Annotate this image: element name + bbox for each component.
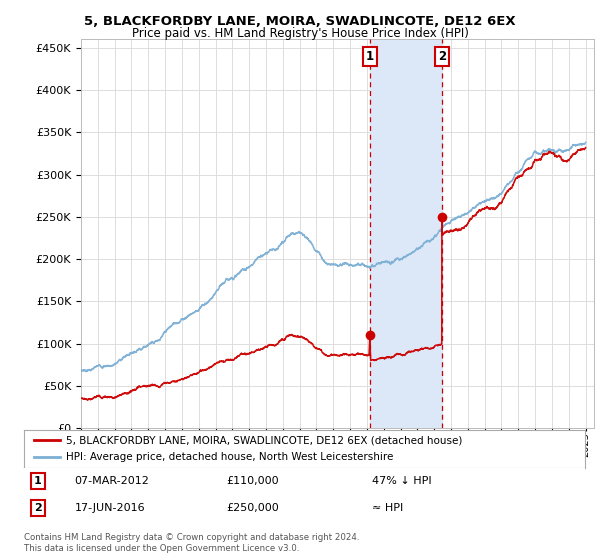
Text: HPI: Average price, detached house, North West Leicestershire: HPI: Average price, detached house, Nort… <box>66 452 394 463</box>
Text: Price paid vs. HM Land Registry's House Price Index (HPI): Price paid vs. HM Land Registry's House … <box>131 27 469 40</box>
Text: 2: 2 <box>34 503 42 514</box>
Text: 47% ↓ HPI: 47% ↓ HPI <box>372 476 431 486</box>
Text: £110,000: £110,000 <box>226 476 278 486</box>
Text: £250,000: £250,000 <box>226 503 279 514</box>
Text: Contains HM Land Registry data © Crown copyright and database right 2024.
This d: Contains HM Land Registry data © Crown c… <box>24 533 359 553</box>
Bar <box>370 39 442 428</box>
Text: 5, BLACKFORDBY LANE, MOIRA, SWADLINCOTE, DE12 6EX: 5, BLACKFORDBY LANE, MOIRA, SWADLINCOTE,… <box>84 15 516 27</box>
Text: 1: 1 <box>366 50 374 63</box>
Text: ≈ HPI: ≈ HPI <box>372 503 403 514</box>
Text: 1: 1 <box>34 476 42 486</box>
Text: 07-MAR-2012: 07-MAR-2012 <box>74 476 149 486</box>
Text: 2: 2 <box>438 50 446 63</box>
Text: 17-JUN-2016: 17-JUN-2016 <box>74 503 145 514</box>
Text: 5, BLACKFORDBY LANE, MOIRA, SWADLINCOTE, DE12 6EX (detached house): 5, BLACKFORDBY LANE, MOIRA, SWADLINCOTE,… <box>66 435 463 445</box>
